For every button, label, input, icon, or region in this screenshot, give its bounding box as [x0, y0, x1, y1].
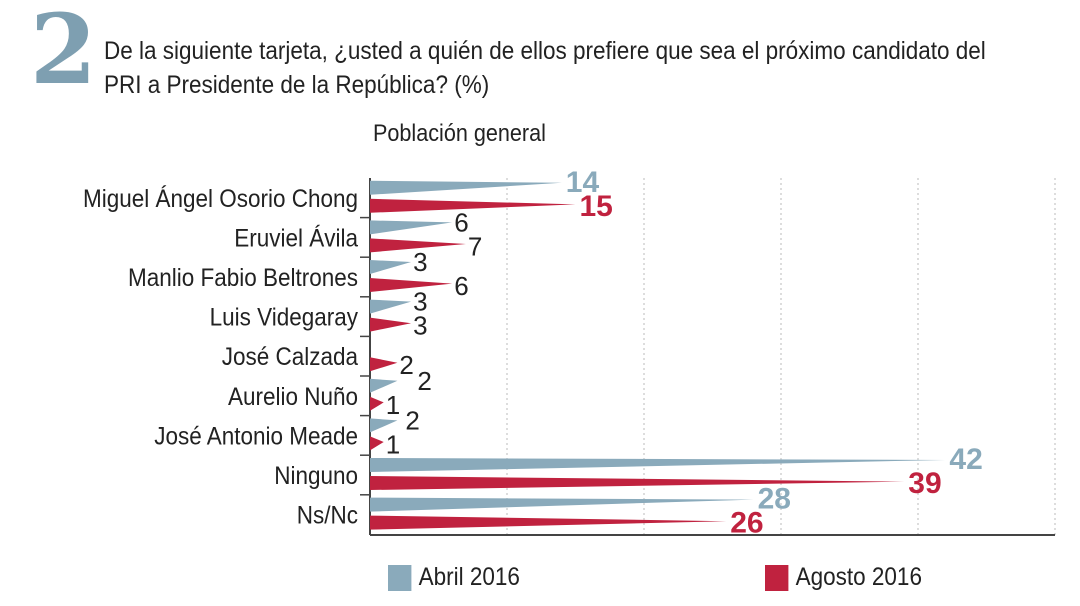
bar-abril — [370, 497, 754, 512]
legend-abril: Abril 2016 — [388, 563, 520, 592]
bar-agosto — [370, 278, 453, 292]
bar-abril — [370, 180, 562, 195]
bar-abril — [370, 260, 412, 274]
data-label: 1 — [386, 390, 400, 420]
category-label: Aurelio Nuño — [228, 383, 358, 411]
category-label: Ns/Nc — [297, 502, 358, 530]
chart-subtitle: Población general — [373, 120, 546, 147]
data-label: 3 — [413, 311, 427, 341]
data-label: 1 — [386, 429, 400, 459]
data-label: 2 — [399, 350, 413, 380]
data-label: 3 — [413, 247, 427, 277]
category-label: Luis Videgaray — [210, 304, 358, 332]
data-label: 42 — [949, 443, 982, 476]
data-label: 15 — [580, 190, 613, 223]
data-label: 6 — [454, 207, 468, 237]
bar-agosto — [370, 238, 466, 253]
data-label: 3 — [413, 287, 427, 317]
category-label: José Antonio Meade — [154, 422, 358, 450]
category-label: José Calzada — [222, 343, 359, 371]
bar-abril — [370, 299, 412, 314]
category-label: Manlio Fabio Beltrones — [128, 264, 358, 292]
bar-agosto — [370, 317, 412, 332]
category-label: Ninguno — [274, 462, 358, 490]
data-label: 6 — [454, 271, 468, 301]
bar-agosto — [370, 357, 398, 372]
bar-agosto — [370, 476, 905, 490]
bar-agosto — [370, 396, 384, 411]
data-label: 2 — [405, 405, 419, 435]
legend-swatch-abril — [388, 564, 412, 591]
data-label: 14 — [566, 166, 600, 199]
data-label: 7 — [468, 231, 482, 261]
bar-agosto — [370, 436, 384, 451]
bar-agosto — [370, 515, 727, 530]
chart-title: De la siguiente tarjeta, ¿usted a quién … — [104, 37, 986, 99]
legend-label-agosto: Agosto 2016 — [795, 563, 922, 591]
bar-agosto — [370, 198, 576, 213]
bar-abril — [370, 378, 398, 393]
data-label: 26 — [730, 507, 763, 540]
legend-agosto: Agosto 2016 — [765, 563, 922, 592]
bar-abril — [370, 458, 946, 472]
data-label: 28 — [758, 483, 791, 516]
bar-abril — [370, 418, 398, 433]
bar-abril — [370, 220, 453, 235]
data-label: 39 — [908, 467, 941, 500]
category-label: Eruviel Ávila — [234, 224, 358, 252]
legend-label-abril: Abril 2016 — [418, 563, 520, 591]
legend-swatch-agosto — [765, 564, 789, 591]
data-label: 2 — [417, 366, 431, 396]
question-number: 2 — [30, 0, 97, 106]
category-label: Miguel Ángel Osorio Chong — [83, 185, 358, 213]
